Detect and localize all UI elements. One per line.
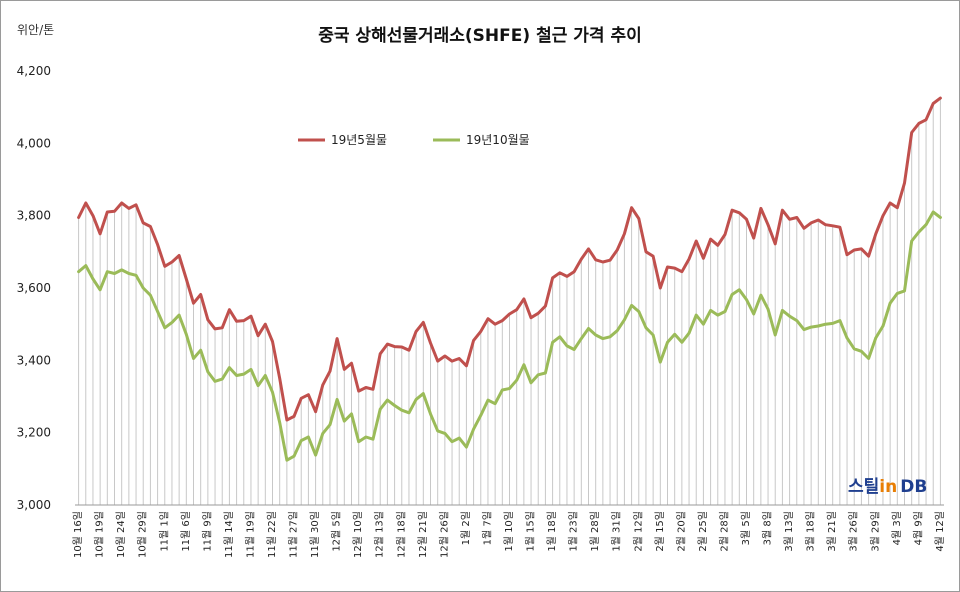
x-tick-label: 3월 5일 [740, 511, 752, 545]
x-tick-label: 2월 25일 [697, 511, 709, 552]
x-tick-label: 11월 9일 [201, 511, 213, 552]
x-tick-label: 4월 12일 [934, 511, 946, 552]
y-axis-ticks: 3,000 3,200 3,400 3,600 3,800 4,000 4,200 [17, 64, 51, 512]
y-tick-label: 3,200 [17, 426, 51, 440]
x-tick-label: 3월 13일 [783, 511, 795, 552]
x-tick-label: 1월 31일 [611, 511, 623, 552]
x-tick-label: 12월 10일 [352, 511, 364, 558]
x-tick-label: 11월 30일 [309, 511, 321, 558]
x-tick-label: 1월 23일 [568, 511, 580, 552]
x-tick-label: 12월 5일 [331, 511, 343, 552]
x-tick-label: 1월 7일 [481, 511, 493, 545]
brand-logo: 스틸in DB [848, 476, 927, 497]
x-tick-label: 10월 24일 [115, 511, 127, 558]
x-tick-label: 10월 16일 [72, 511, 84, 558]
x-tick-label: 1월 15일 [525, 511, 537, 552]
x-axis-ticks: 10월 16일 10월 19일 10월 24일 10월 29일 11월 1일 11월 6일… [72, 511, 946, 558]
x-tick-label: 1월 10일 [503, 511, 515, 552]
x-tick-label: 10월 19일 [94, 511, 106, 558]
legend-label-series-1: 19년5월물 [331, 133, 387, 147]
x-tick-label: 11월 6일 [180, 511, 192, 552]
legend-label-series-2: 19년10월물 [466, 133, 530, 147]
series-lines [77, 96, 942, 462]
y-tick-label: 3,600 [17, 281, 51, 295]
y-tick-label: 3,800 [17, 209, 51, 223]
series-line-2 [77, 210, 942, 462]
x-tick-label: 1월 18일 [546, 511, 558, 552]
x-tick-label: 4월 9일 [912, 511, 924, 545]
y-tick-label: 3,400 [17, 353, 51, 367]
x-tick-label: 3월 21일 [826, 511, 838, 552]
chart-title: 중국 상해선물거래소(SHFE) 철근 가격 추이 [318, 26, 642, 46]
drop-lines [78, 98, 941, 505]
x-tick-label: 11월 19일 [244, 511, 256, 558]
x-tick-label: 12월 18일 [395, 511, 407, 558]
x-tick-label: 12월 13일 [374, 511, 386, 558]
x-tick-label: 2월 28일 [718, 511, 730, 552]
y-unit-label: 위안/톤 [17, 23, 54, 37]
x-tick-label: 1월 2일 [460, 511, 472, 545]
x-tick-label: 12월 21일 [417, 511, 429, 558]
x-tick-label: 3월 18일 [805, 511, 817, 552]
x-tick-label: 12월 26일 [438, 511, 450, 558]
x-tick-label: 11월 27일 [288, 511, 300, 558]
y-tick-label: 4,000 [17, 136, 51, 150]
x-tick-label: 2월 20일 [675, 511, 687, 552]
x-tick-label: 3월 29일 [869, 511, 881, 552]
x-tick-label: 2월 12일 [632, 511, 644, 552]
x-tick-label: 11월 14일 [223, 511, 235, 558]
x-tick-label: 3월 26일 [848, 511, 860, 552]
y-tick-label: 4,200 [17, 64, 51, 78]
x-tick-label: 4월 3일 [891, 511, 903, 545]
x-tick-label: 11월 22일 [266, 511, 278, 558]
x-tick-label: 2월 15일 [654, 511, 666, 552]
x-tick-label: 10월 29일 [137, 511, 149, 558]
x-tick-label: 11월 1일 [158, 511, 170, 552]
x-tick-label: 1월 28일 [589, 511, 601, 552]
x-tick-label: 3월 8일 [762, 511, 774, 545]
y-tick-label: 3,000 [17, 498, 51, 512]
legend: 19년5월물 19년10월물 [298, 133, 530, 147]
series-line-1 [77, 96, 942, 422]
